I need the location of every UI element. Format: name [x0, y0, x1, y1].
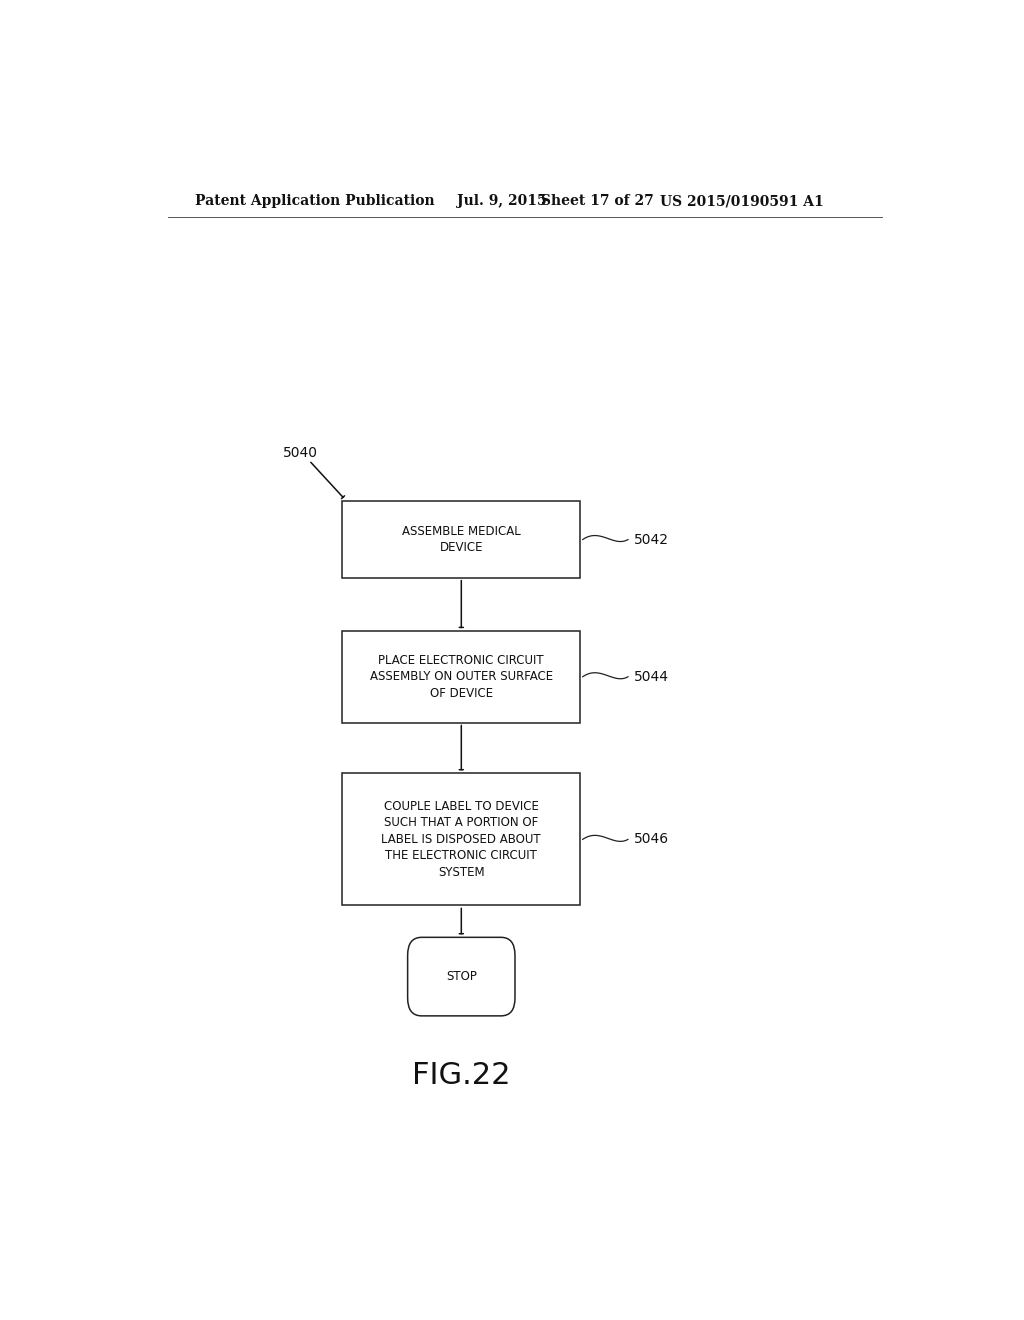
Text: Patent Application Publication: Patent Application Publication: [196, 194, 435, 209]
Text: ASSEMBLE MEDICAL
DEVICE: ASSEMBLE MEDICAL DEVICE: [402, 525, 520, 554]
Text: 5044: 5044: [634, 669, 670, 684]
FancyBboxPatch shape: [408, 937, 515, 1016]
Text: COUPLE LABEL TO DEVICE
SUCH THAT A PORTION OF
LABEL IS DISPOSED ABOUT
THE ELECTR: COUPLE LABEL TO DEVICE SUCH THAT A PORTI…: [382, 800, 541, 879]
Text: STOP: STOP: [445, 970, 477, 983]
FancyBboxPatch shape: [342, 631, 581, 722]
Text: FIG.22: FIG.22: [412, 1061, 511, 1090]
Text: Sheet 17 of 27: Sheet 17 of 27: [541, 194, 653, 209]
FancyBboxPatch shape: [342, 774, 581, 906]
Text: US 2015/0190591 A1: US 2015/0190591 A1: [659, 194, 823, 209]
Text: PLACE ELECTRONIC CIRCUIT
ASSEMBLY ON OUTER SURFACE
OF DEVICE: PLACE ELECTRONIC CIRCUIT ASSEMBLY ON OUT…: [370, 653, 553, 700]
Text: 5042: 5042: [634, 532, 670, 546]
Text: Jul. 9, 2015: Jul. 9, 2015: [458, 194, 547, 209]
Text: 5040: 5040: [283, 446, 317, 461]
Text: 5046: 5046: [634, 833, 670, 846]
FancyBboxPatch shape: [342, 502, 581, 578]
